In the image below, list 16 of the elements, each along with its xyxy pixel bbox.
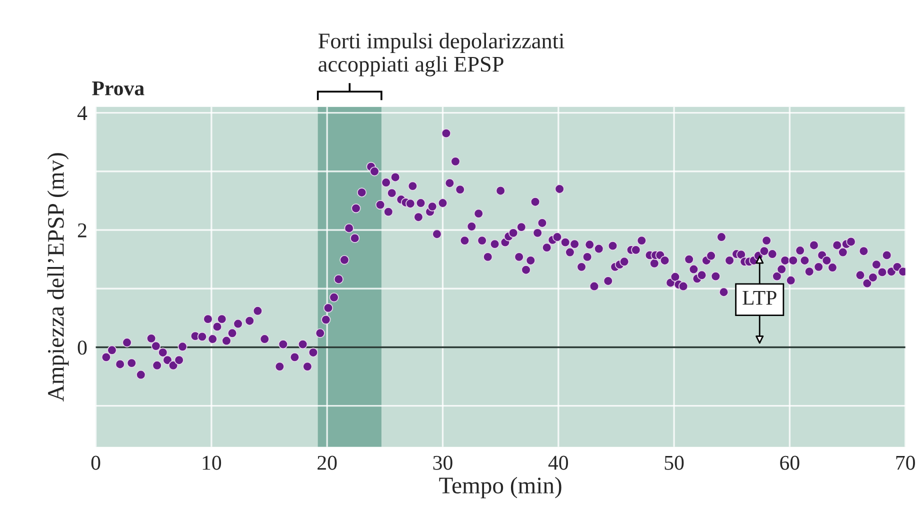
y-tick-label: 2 [78,223,86,238]
x-tick-label: 30 [433,456,452,470]
y-tick-label: 4 [77,106,88,120]
x-tick-label: 40 [548,456,568,470]
y-axis-title: Ampiezza dell’EPSP (mv) [47,153,69,402]
x-tick-label: 50 [664,456,684,470]
x-tick-label: 70 [896,456,915,470]
x-tick-label: 0 [91,456,100,470]
band-label: Forti impulsi depolarizzanti accoppiati agli EPSP [318,32,564,76]
x-tick-label: 60 [780,456,800,470]
x-tick-label: 10 [202,456,222,470]
chart-title: Prova [92,82,144,96]
x-axis-title: Tempo (min) [439,476,562,498]
annotation: LTP [742,290,776,305]
y-tick-label: 0 [78,340,87,355]
x-tick-label: 20 [318,456,337,470]
